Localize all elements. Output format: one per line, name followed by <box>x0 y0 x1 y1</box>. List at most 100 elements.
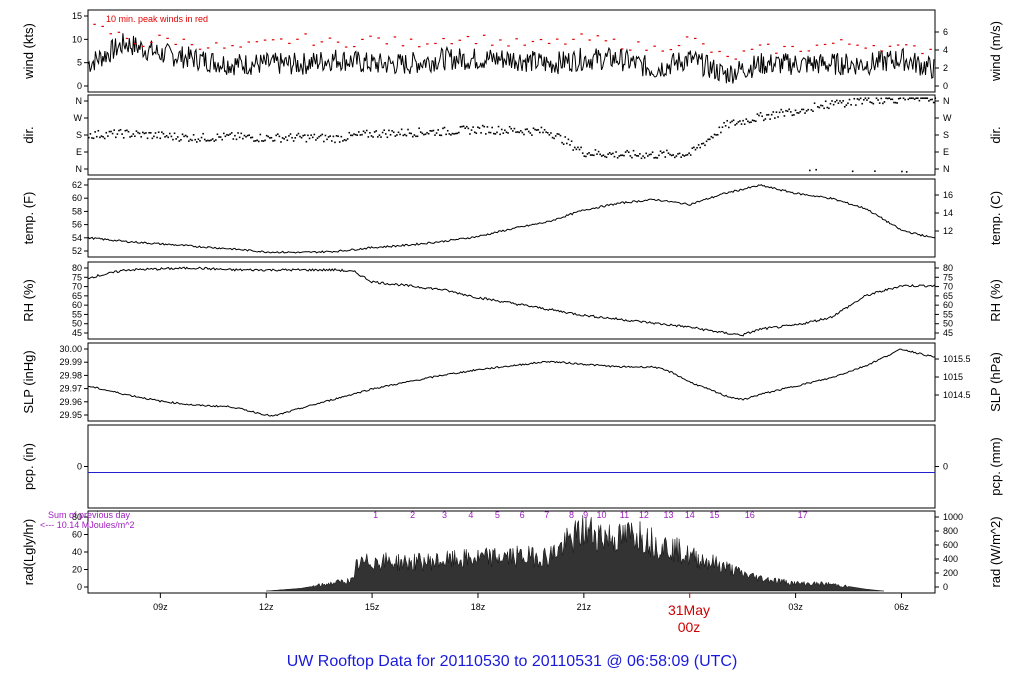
direction-point <box>259 133 262 136</box>
direction-point <box>932 101 935 104</box>
peak-wind-marker <box>198 48 202 50</box>
direction-point <box>737 121 740 123</box>
direction-point <box>926 97 929 100</box>
direction-point <box>864 97 867 100</box>
y-tick-label-left: 65 <box>72 291 82 301</box>
direction-point <box>735 122 738 125</box>
direction-point <box>324 134 327 137</box>
peak-wind-marker <box>856 44 859 46</box>
y-tick-label-right: N <box>943 164 950 174</box>
y-tick-label-left: 30.00 <box>59 344 82 354</box>
direction-point <box>901 170 903 173</box>
direction-point <box>227 134 230 137</box>
direction-point <box>480 132 482 134</box>
direction-point <box>907 98 910 101</box>
direction-point <box>340 135 343 138</box>
direction-point <box>134 135 136 138</box>
direction-point <box>286 139 289 142</box>
direction-point <box>269 137 271 139</box>
direction-point <box>170 135 173 138</box>
direction-point <box>890 98 892 101</box>
direction-point <box>419 131 422 133</box>
direction-point <box>731 120 733 123</box>
direction-point <box>627 151 630 154</box>
direction-point <box>688 152 690 154</box>
direction-point <box>678 152 681 155</box>
direction-point <box>821 104 824 107</box>
direction-point <box>599 153 601 156</box>
direction-point <box>728 126 730 129</box>
direction-point <box>629 155 632 157</box>
series-line <box>87 33 935 84</box>
direction-point <box>210 139 212 141</box>
panel-7: rad(Lgly/hr) rad (W/m^2)80604020010008006… <box>21 510 1003 594</box>
panel-frame <box>87 94 936 176</box>
peak-wind-marker <box>929 48 932 50</box>
direction-point <box>338 141 341 143</box>
direction-point <box>732 119 735 122</box>
direction-point <box>173 132 176 135</box>
direction-point <box>213 140 216 142</box>
direction-point <box>381 131 384 134</box>
y-axis-label-right: pcp. (mm) <box>988 437 1003 496</box>
y-tick-label-right: 2 <box>943 63 948 73</box>
direction-point <box>640 157 643 160</box>
direction-point <box>880 97 883 100</box>
direction-point <box>477 126 479 129</box>
direction-point <box>273 139 276 142</box>
direction-point <box>121 133 123 135</box>
hour-label: 7 <box>544 510 549 520</box>
direction-point <box>558 133 560 136</box>
direction-point <box>492 132 495 135</box>
direction-point <box>318 135 320 138</box>
direction-point <box>127 130 130 133</box>
direction-point <box>632 149 635 152</box>
peak-wind-marker <box>458 39 462 41</box>
hour-label: 5 <box>495 510 500 520</box>
direction-point <box>130 135 133 138</box>
x-tick-label: 18z <box>471 602 486 612</box>
y-tick-label-left: 80 <box>72 512 82 522</box>
direction-point <box>697 144 700 146</box>
peak-wind-marker <box>645 49 648 51</box>
direction-point <box>724 125 727 127</box>
direction-point <box>716 133 719 136</box>
x-tick-label: 15z <box>365 602 380 612</box>
direction-point <box>608 152 611 154</box>
peak-wind-marker <box>417 46 421 48</box>
direction-point <box>303 134 306 136</box>
direction-point <box>839 100 841 102</box>
y-axis-label-left: temp. (F) <box>21 192 36 245</box>
direction-point <box>759 112 762 114</box>
direction-point <box>529 132 532 134</box>
direction-point <box>826 106 829 109</box>
peak-winds-annotation: 10 min. peak winds in red <box>106 14 208 24</box>
y-tick-label-left: 80 <box>72 263 82 273</box>
direction-point <box>661 152 663 154</box>
direction-point <box>192 134 195 136</box>
direction-point <box>167 136 170 139</box>
direction-point <box>254 140 257 142</box>
direction-point <box>207 139 209 142</box>
hour-label: 1 <box>373 510 378 520</box>
direction-point <box>662 151 665 153</box>
direction-point <box>388 129 390 132</box>
direction-point <box>635 154 638 157</box>
direction-point <box>280 141 282 143</box>
hour-label: 4 <box>468 510 473 520</box>
peak-wind-marker <box>101 25 104 27</box>
direction-point <box>780 108 783 111</box>
direction-point <box>292 140 295 142</box>
direction-point <box>235 138 238 141</box>
direction-point <box>149 132 152 134</box>
direction-point <box>573 146 576 149</box>
direction-point <box>496 131 498 134</box>
direction-point <box>135 130 138 132</box>
direction-point <box>796 111 798 114</box>
peak-wind-marker <box>288 42 291 44</box>
direction-point <box>910 97 913 100</box>
direction-point <box>238 136 241 139</box>
direction-point <box>262 140 265 142</box>
direction-point <box>823 107 825 110</box>
